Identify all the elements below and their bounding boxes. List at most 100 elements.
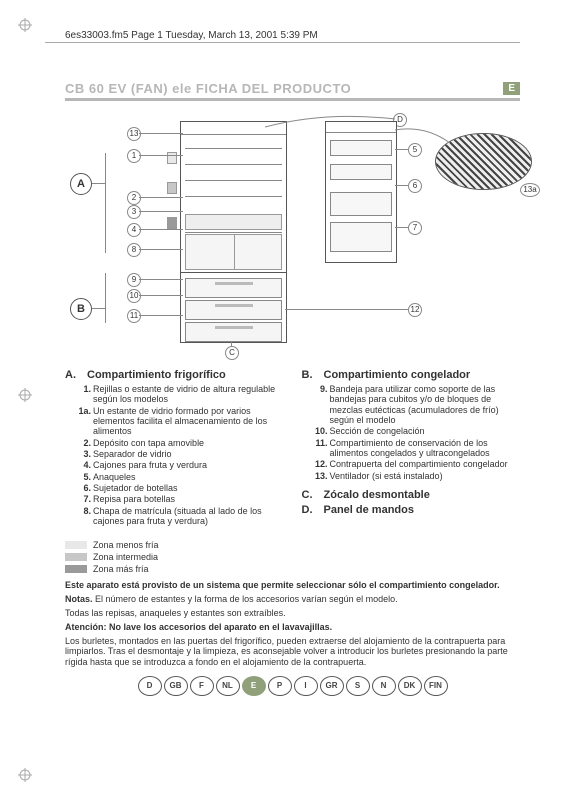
door-bin (330, 192, 392, 216)
item-number: 4. (75, 460, 91, 470)
zone-swatch (65, 541, 87, 549)
zone-row: Zona más fría (65, 564, 520, 574)
item-text: Un estante de vidrio formado por varios … (93, 406, 267, 437)
item-number: 1a. (75, 406, 91, 416)
title-bar: CB 60 EV (FAN) ele FICHA DEL PRODUCTO E (65, 81, 520, 101)
callout-6: 6 (408, 179, 422, 193)
item-number: 5. (75, 472, 91, 482)
zone-swatch (167, 152, 177, 164)
item-text: Rejillas o estante de vidrio de altura r… (93, 384, 275, 404)
page-header: 6es33003.fm5 Page 1 Tuesday, March 13, 2… (65, 30, 520, 41)
door-bin (330, 164, 392, 180)
item-text: Sujetador de botellas (93, 483, 178, 493)
list-item: 1a.Un estante de vidrio formado por vari… (93, 406, 284, 437)
lang-circle-DK: DK (398, 676, 422, 696)
item-number: 8. (75, 506, 91, 516)
item-text: Sección de congelación (330, 426, 425, 436)
door-bin (330, 140, 392, 156)
section-title: Panel de mandos (324, 504, 414, 516)
freezer-drawer (185, 278, 282, 298)
item-text: Cajones para fruta y verdura (93, 460, 207, 470)
lang-circle-I: I (294, 676, 318, 696)
burletes-para: Los burletes, montados en las puertas de… (65, 636, 520, 668)
section-title: Compartimiento frigorífico (87, 369, 226, 381)
callout-8: 8 (127, 243, 141, 257)
system-note: Este aparato está provisto de un sistema… (65, 580, 520, 591)
section-B-head: B. Compartimiento congelador (302, 369, 521, 381)
product-diagram: A B C D (65, 113, 520, 363)
lang-circle-E: E (242, 676, 266, 696)
list-item: 4.Cajones para fruta y verdura (93, 460, 284, 470)
page: 6es33003.fm5 Page 1 Tuesday, March 13, 2… (0, 0, 565, 800)
list-item: 2.Depósito con tapa amovible (93, 438, 284, 448)
item-text: Anaqueles (93, 472, 136, 482)
notas-line: Notas. El número de estantes y la forma … (65, 594, 520, 605)
lang-circle-F: F (190, 676, 214, 696)
doc-type: FICHA DEL PRODUCTO (196, 81, 351, 96)
list-item: 11.Compartimiento de conservación de los… (330, 438, 521, 459)
item-number: 12. (312, 459, 328, 469)
zone-swatch (167, 217, 177, 229)
list-item: 5.Anaqueles (93, 472, 284, 482)
list-item: 7.Repisa para botellas (93, 494, 284, 504)
removable-line: Todas las repisas, anaqueles y estantes … (65, 608, 520, 619)
header-rule (45, 42, 520, 43)
section-D-head: D. Panel de mandos (302, 504, 521, 516)
notas-text: El número de estantes y la forma de los … (93, 594, 398, 604)
item-number: 11. (312, 438, 328, 448)
lang-circle-N: N (372, 676, 396, 696)
lang-circle-NL: NL (216, 676, 240, 696)
list-item: 8.Chapa de matrícula (situada al lado de… (93, 506, 284, 527)
item-text: Chapa de matrícula (situada al lado de l… (93, 506, 262, 526)
section-A-list: 1.Rejillas o estante de vidrio de altura… (65, 384, 284, 526)
list-item: 6.Sujetador de botellas (93, 483, 284, 493)
list-item: 1.Rejillas o estante de vidrio de altura… (93, 384, 284, 405)
label-B: B (70, 298, 92, 320)
item-number: 1. (75, 384, 91, 394)
section-title: Zócalo desmontable (324, 489, 430, 501)
callout-11: 11 (127, 309, 141, 323)
item-text: Bandeja para utilizar como soporte de la… (330, 384, 499, 425)
lang-circle-GR: GR (320, 676, 344, 696)
label-C: C (225, 346, 239, 360)
list-item: 3.Separador de vidrio (93, 449, 284, 459)
notas-label: Notas. (65, 594, 93, 604)
label-A: A (70, 173, 92, 195)
item-number: 13. (312, 471, 328, 481)
zone-legend: Zona menos fría Zona intermedia Zona más f… (65, 540, 520, 574)
section-letter: D. (302, 504, 324, 516)
item-number: 6. (75, 483, 91, 493)
callout-9: 9 (127, 273, 141, 287)
shelf (185, 148, 282, 149)
callout-12: 12 (408, 303, 422, 317)
connector-ellipse (395, 125, 455, 155)
section-letter: A. (65, 369, 87, 381)
item-text: Compartimiento de conservación de los al… (330, 438, 490, 458)
list-item: 10.Sección de congelación (330, 426, 521, 436)
lang-circle-S: S (346, 676, 370, 696)
lang-circle-FIN: FIN (424, 676, 448, 696)
lang-badge: E (503, 82, 520, 95)
door-panel (325, 121, 397, 263)
item-text: Repisa para botellas (93, 494, 175, 504)
crop-mark-bl (18, 768, 32, 782)
callout-10: 10 (127, 289, 141, 303)
model-name: CB 60 EV (FAN) ele (65, 81, 192, 96)
zone-row: Zona menos fría (65, 540, 520, 550)
callout-7: 7 (408, 221, 422, 235)
freezer-drawer (185, 300, 282, 320)
col-right: B. Compartimiento congelador 9.Bandeja p… (302, 369, 521, 532)
zone-swatch (167, 182, 177, 194)
item-text: Separador de vidrio (93, 449, 172, 459)
crisper-drawers (185, 234, 282, 270)
shelf (185, 180, 282, 181)
zone-label: Zona intermedia (93, 552, 158, 562)
section-B-list: 9.Bandeja para utilizar como soporte de … (302, 384, 521, 481)
item-number: 9. (312, 384, 328, 394)
list-item: 13.Ventilador (si está instalado) (330, 471, 521, 481)
lang-circle-GB: GB (164, 676, 188, 696)
content-columns: A. Compartimiento frigorífico 1.Rejillas… (65, 369, 520, 532)
item-number: 3. (75, 449, 91, 459)
shelf (185, 232, 282, 233)
callout-2: 2 (127, 191, 141, 205)
